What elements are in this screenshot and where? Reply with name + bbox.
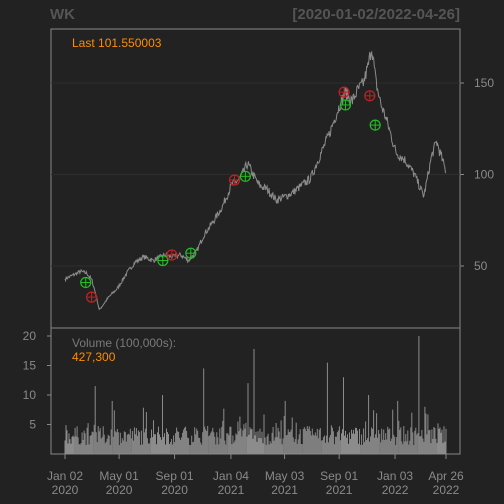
x-tick-year-label: 2021 — [218, 483, 245, 497]
x-tick-label: Sep 01 — [156, 469, 194, 483]
x-tick-year-label: 2020 — [52, 483, 79, 497]
price-y-tick-label: 150 — [474, 76, 494, 90]
x-tick-label: May 01 — [99, 469, 139, 483]
buy-marker — [239, 170, 251, 182]
sell-marker — [364, 90, 376, 102]
chart-title: WK — [50, 6, 75, 23]
sell-marker — [338, 86, 350, 98]
volume-last-value: 427,300 — [72, 350, 116, 364]
x-tick-label: Jan 03 — [377, 469, 413, 483]
price-y-axis: 50 100 150 — [460, 76, 494, 273]
volume-bars — [64, 336, 447, 454]
x-tick-year-label: 2021 — [326, 483, 353, 497]
x-tick-year-label: 2021 — [271, 483, 298, 497]
x-tick-year-label: 2022 — [433, 483, 460, 497]
buy-marker — [157, 254, 169, 267]
x-tick-year-label: 2020 — [106, 483, 133, 497]
date-range: [2020-01-02/2022-04-26] — [292, 6, 460, 23]
last-price-label: Last 101.550003 — [72, 36, 162, 50]
trade-markers — [80, 86, 381, 303]
x-tick-year-label: 2020 — [161, 483, 188, 497]
x-tick-label: Apr 26 — [428, 469, 464, 483]
sell-marker — [166, 249, 178, 261]
x-tick-label: Jan 04 — [213, 469, 249, 483]
x-tick-year-label: 2022 — [382, 483, 409, 497]
volume-label: Volume (100,000s): — [72, 336, 176, 350]
buy-marker — [339, 99, 352, 111]
price-y-tick-label: 50 — [474, 259, 488, 273]
volume-y-tick-label: 5 — [29, 418, 36, 432]
sell-marker — [86, 291, 98, 303]
price-panel-frame — [50, 28, 461, 329]
buy-marker — [80, 276, 92, 289]
x-tick-label: May 03 — [265, 469, 305, 483]
price-series-line — [64, 50, 447, 311]
price-y-tick-label: 100 — [474, 168, 494, 182]
price-grid — [51, 82, 460, 267]
x-tick-label: Sep 01 — [320, 469, 358, 483]
volume-y-tick-label: 20 — [23, 329, 37, 343]
x-tick-label: Jan 02 — [47, 469, 83, 483]
buy-marker — [369, 119, 381, 131]
volume-y-tick-label: 15 — [23, 359, 37, 373]
volume-y-axis: 5 10 15 20 — [23, 329, 51, 432]
sell-marker — [228, 174, 241, 186]
buy-marker — [185, 247, 197, 259]
volume-y-tick-label: 10 — [23, 388, 37, 402]
